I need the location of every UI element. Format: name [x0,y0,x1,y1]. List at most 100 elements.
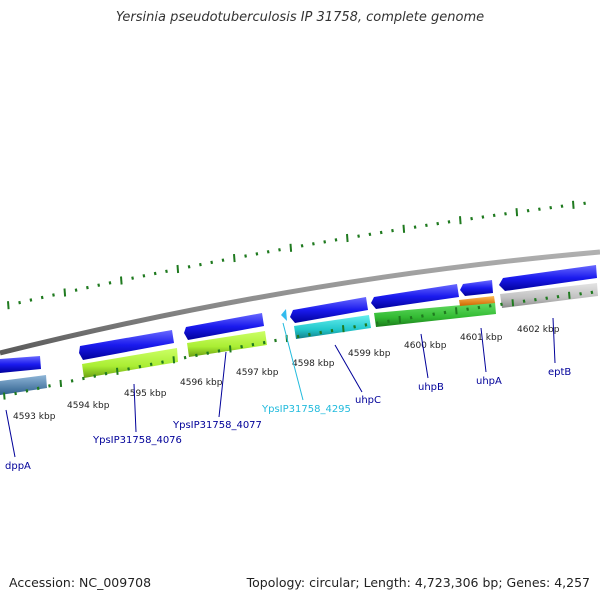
feature-YpsIP31758_4077[interactable] [187,331,267,357]
tick-mark [176,264,180,274]
tick-mark [391,228,394,233]
tick-mark [183,355,187,360]
tick-mark [274,338,277,343]
cds-arrow-YpsIP31758_4295[interactable] [281,309,287,321]
tick-mark [387,319,390,324]
tick-mark [255,252,259,256]
tick-mark [195,353,198,358]
tick-mark [481,215,485,219]
tick-mark [572,200,575,209]
tick-mark [74,288,78,292]
tick-mark [244,254,247,258]
map-title: Yersinia pseudotuberculosis IP 31758, co… [115,10,485,25]
cds-arrow-uhpB[interactable] [371,284,459,309]
leader-line-uhpC [334,344,363,393]
kbp-labels: 4593 kbp 4594 kbp 4595 kbp 4596 kbp 4597… [13,325,560,422]
tick-mark [138,364,142,369]
tick-mark [127,367,130,371]
tick-mark [436,221,440,226]
gene-label-uhpB[interactable]: uhpB [418,382,444,393]
tick-mark [470,216,473,221]
tick-mark [153,271,157,276]
leader-line-dppA [5,409,16,458]
leader-line-YpsIP31758_4295 [282,322,304,401]
tick-mark [459,216,462,225]
tick-mark [251,342,255,347]
gene-label-eptB[interactable]: eptB [548,367,571,378]
tick-mark [29,298,33,302]
tick-mark [217,349,221,353]
outer-tick-ring [7,200,586,310]
gene-label-dppA[interactable]: dppA [5,461,31,472]
genome-backbone [0,249,600,356]
tick-mark [59,379,63,387]
gene-label-YpsIP31758_4295[interactable]: YpsIP31758_4295 [261,404,351,415]
tick-mark [549,205,553,210]
tick-mark [312,242,315,246]
tick-mark [70,379,74,383]
tick-mark [560,204,564,208]
kbp-label: 4595 kbp [124,389,167,399]
feature-dppA[interactable] [0,375,47,395]
feature-YpsIP31758_4076[interactable] [82,348,178,378]
genome-summary: Topology: circular; Length: 4,723,306 bp… [246,575,590,590]
kbp-label: 4596 kbp [180,378,223,388]
tick-mark [120,276,123,285]
leader-line-YpsIP31758_4076 [133,383,137,433]
tick-mark [25,389,29,393]
tick-mark [7,301,10,310]
tick-mark [319,330,323,335]
kbp-label: 4600 kbp [404,341,447,351]
tick-mark [568,291,571,299]
tick-mark [221,258,225,262]
tick-mark [346,233,349,243]
tick-mark [538,207,541,211]
feature-uhpA[interactable] [459,296,495,306]
kbp-label: 4601 kbp [460,333,503,343]
feature-uhpB[interactable] [374,302,496,327]
tick-mark [466,307,469,311]
gene-label-YpsIP31758_4077[interactable]: YpsIP31758_4077 [172,420,262,431]
tick-mark [40,295,44,300]
cds-arrow-uhpA[interactable] [460,280,493,296]
tick-mark [379,230,383,235]
tick-mark [289,243,293,252]
tick-mark [229,345,232,353]
tick-mark [161,360,164,364]
tick-mark [86,285,89,290]
cds-arrow-eptB[interactable] [499,265,597,291]
cds-arrow-uhpC[interactable] [290,297,368,323]
tick-mark [368,232,372,237]
cds-arrow-dppA[interactable] [0,356,41,373]
tick-mark [14,391,17,396]
tick-mark [534,297,537,302]
cds-arrow-YpsIP31758_4077[interactable] [184,313,264,340]
feature-track [0,283,598,395]
kbp-label: 4599 kbp [348,349,391,359]
gene-label-YpsIP31758_4076[interactable]: YpsIP31758_4076 [92,435,182,446]
tick-mark [526,208,530,213]
leader-line-uhpB [420,333,429,379]
cds-arrow-YpsIP31758_4076[interactable] [79,330,174,360]
tick-mark [116,367,119,375]
feature-uhpC[interactable] [294,315,371,339]
accession-label: Accession: NC_009708 [9,575,152,590]
tick-mark [402,224,406,233]
tick-mark [364,323,368,327]
gene-label-uhpA[interactable]: uhpA [476,376,502,387]
tick-mark [52,293,55,297]
tick-mark [421,314,424,318]
tick-mark [266,250,270,254]
tick-mark [131,276,134,280]
tick-mark [233,254,236,263]
gene-label-uhpC[interactable]: uhpC [355,395,381,406]
kbp-label: 4594 kbp [67,401,110,411]
leader-line-eptB [552,317,556,364]
tick-mark [63,288,67,297]
tick-mark [296,334,300,339]
tick-mark [262,340,266,345]
tick-mark [187,265,191,269]
tick-mark [199,262,202,267]
tick-mark [432,312,436,316]
tick-mark [425,223,428,228]
